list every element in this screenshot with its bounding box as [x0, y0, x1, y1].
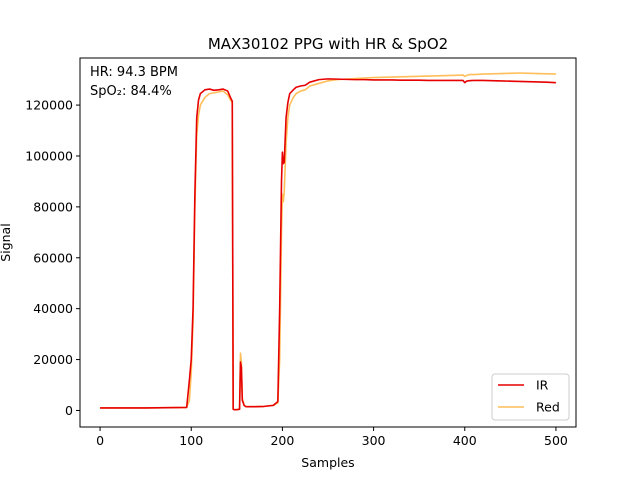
spo2-annotation: SpO₂: 84.4% [90, 84, 172, 99]
chart-title: MAX30102 PPG with HR & SpO2 [208, 35, 448, 53]
x-tick-label: 300 [362, 433, 386, 448]
plot-layer [100, 72, 556, 411]
x-tick-label: 100 [179, 433, 203, 448]
y-tick-label: 40000 [33, 301, 73, 316]
axes-frame [79, 57, 577, 428]
x-axis-ticks: 0 100 200 300 400 500 [96, 427, 568, 448]
y-axis-ticks: 0 20000 40000 60000 80000 100000 120000 [25, 98, 80, 418]
y-tick-label: 0 [65, 403, 73, 418]
legend-label-ir: IR [536, 378, 549, 393]
legend-label-red: Red [536, 400, 560, 415]
y-tick-label: 120000 [25, 98, 73, 113]
y-tick-label: 20000 [33, 352, 73, 367]
y-tick-label: 100000 [25, 148, 73, 163]
x-tick-label: 400 [453, 433, 477, 448]
x-tick-label: 500 [544, 433, 568, 448]
x-axis-label: Samples [301, 455, 354, 470]
hr-annotation: HR: 94.3 BPM [90, 65, 178, 80]
y-tick-label: 80000 [33, 199, 73, 214]
series-line-ir [100, 78, 556, 411]
y-tick-label: 60000 [33, 250, 73, 265]
series-line-red [100, 72, 556, 411]
y-axis-label: Signal [0, 223, 13, 261]
x-tick-label: 200 [270, 433, 294, 448]
x-tick-label: 0 [96, 433, 104, 448]
legend: IR Red [491, 373, 570, 421]
